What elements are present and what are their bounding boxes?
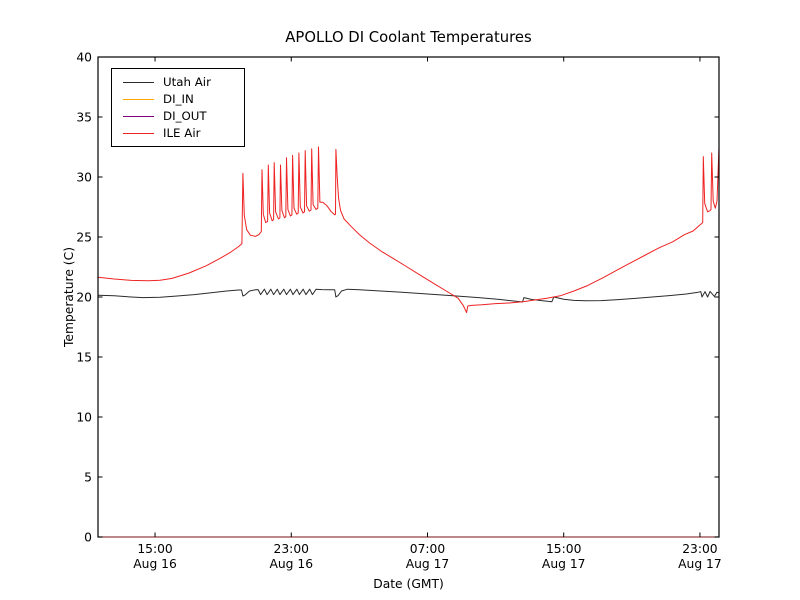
legend-label: Utah Air <box>163 75 211 89</box>
y-tick-label: 15 <box>76 350 92 364</box>
legend-line-utah-air <box>123 82 154 83</box>
legend-line-di-in <box>123 99 154 100</box>
x-tick-label-date: Aug 16 <box>133 557 177 571</box>
x-tick-label-date: Aug 17 <box>406 557 450 571</box>
x-tick-label-time: 07:00 <box>410 542 445 556</box>
y-tick-label: 10 <box>76 410 92 424</box>
x-axis-label: Date (GMT) <box>373 577 444 591</box>
legend-item: Utah Air <box>123 74 240 91</box>
legend: Utah Air DI_IN DI_OUT ILE Air <box>111 68 245 147</box>
legend-label: DI_IN <box>163 92 194 106</box>
x-tick-label-date: Aug 16 <box>269 557 313 571</box>
legend-label: ILE Air <box>163 126 201 140</box>
x-tick-label-time: 23:00 <box>274 542 309 556</box>
y-tick-label: 25 <box>76 230 92 244</box>
chart-title: APOLLO DI Coolant Temperatures <box>285 29 532 46</box>
x-tick-label-time: 15:00 <box>137 542 172 556</box>
legend-label: DI_OUT <box>163 109 207 123</box>
y-tick-label: 35 <box>76 110 92 124</box>
y-tick-label: 0 <box>84 530 92 544</box>
y-axis-label: Temperature (C) <box>62 247 76 347</box>
y-tick-label: 40 <box>76 50 92 64</box>
x-tick-label-date: Aug 17 <box>542 557 586 571</box>
legend-item: DI_IN <box>123 91 240 108</box>
y-tick-label: 5 <box>84 470 92 484</box>
x-tick-label-date: Aug 17 <box>678 557 722 571</box>
series-line-ile-air <box>97 146 720 314</box>
x-tick-label-time: 15:00 <box>546 542 581 556</box>
y-tick-label: 30 <box>76 170 92 184</box>
legend-item: DI_OUT <box>123 108 240 125</box>
legend-item: ILE Air <box>123 125 240 142</box>
y-tick-label: 20 <box>76 290 92 304</box>
x-tick-label-time: 23:00 <box>682 542 717 556</box>
series-line-utah-air <box>97 288 720 303</box>
legend-line-di-out <box>123 116 154 117</box>
legend-line-ile-air <box>123 133 154 134</box>
